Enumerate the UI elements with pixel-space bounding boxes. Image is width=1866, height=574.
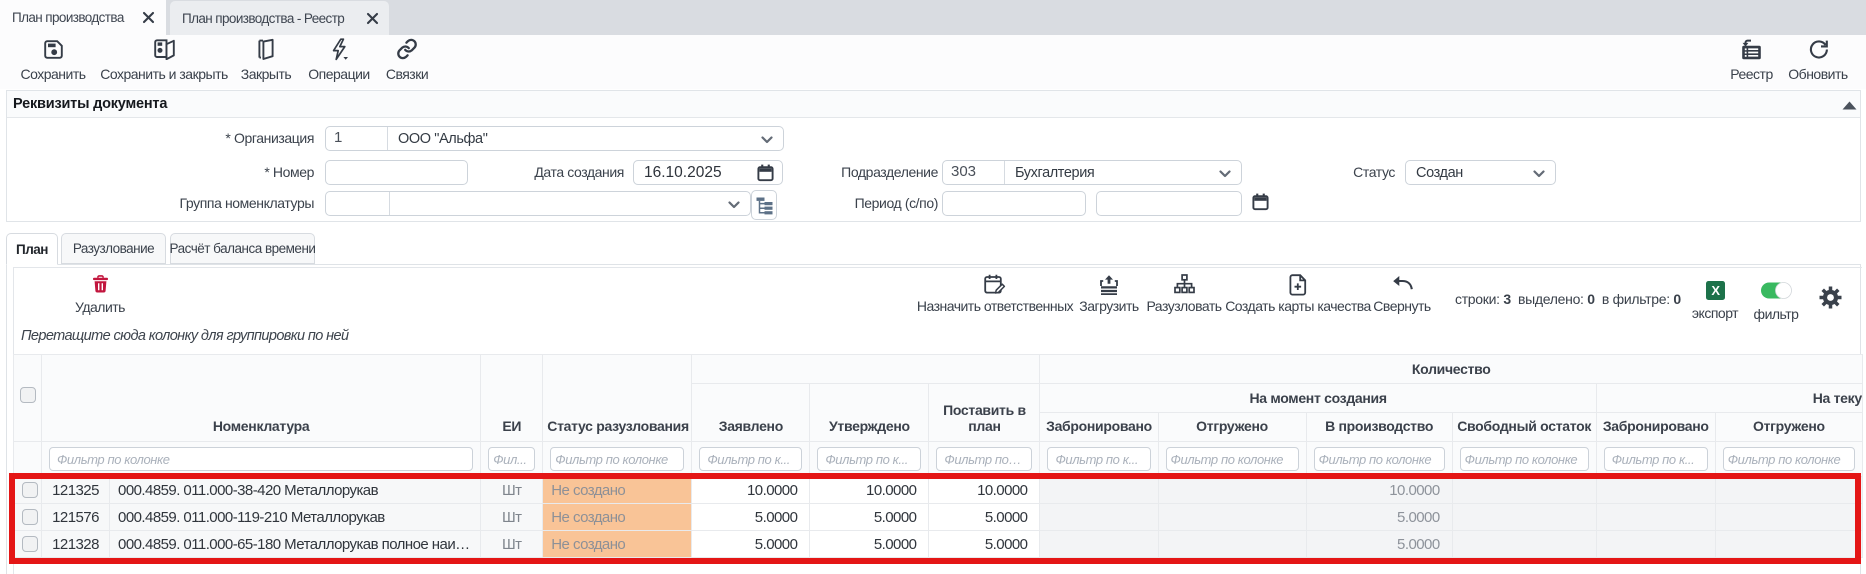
svg-text:X: X [1711,283,1720,298]
